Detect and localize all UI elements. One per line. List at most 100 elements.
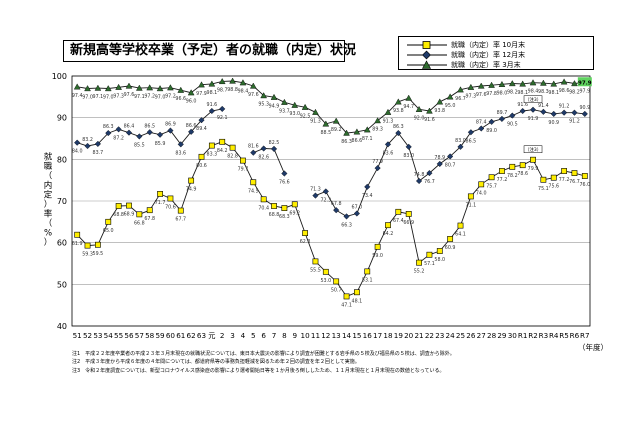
data-label: 67.8 [331,201,342,207]
data-point [301,103,309,110]
data-point [374,165,381,172]
data-point [332,117,340,124]
data-point [581,110,588,117]
data-point [157,191,163,197]
x-tick-label: 51 [73,331,82,340]
data-point [208,80,216,87]
data-label: 83.0 [455,138,466,144]
data-label: 80.7 [445,162,456,168]
data-point [457,222,464,229]
data-point [177,207,184,214]
data-point [405,94,413,101]
data-label: 70.4 [258,205,269,211]
x-tick-label: 9 [292,331,297,340]
x-tick-label: R7 [580,331,590,340]
data-label: 77.2 [497,177,508,183]
footnotes: 注1 平成２２年度卒業者の平成２３年３月末現在の就職状況については、東日本大震災… [72,350,632,375]
data-label: 73.4 [362,193,373,199]
data-point [260,145,267,152]
data-point [550,110,557,117]
legend-label-october: 就職（内定）率 10月末 [451,41,526,49]
data-point [436,98,444,105]
data-label: 97.3 [113,93,124,99]
data-point [208,142,215,149]
data-label: 67.8 [144,216,155,222]
data-point [167,127,174,134]
data-label: 86.3 [341,139,352,145]
data-point [353,128,361,135]
data-label: 91.6 [424,117,435,123]
data-label: 84.0 [72,149,83,155]
note-box [523,145,543,153]
data-label: 93.0 [289,111,300,117]
data-label: 68.8 [113,212,124,218]
data-point [146,129,153,136]
data-point [550,174,557,181]
data-point [436,160,443,167]
data-label: 77.2 [559,177,570,183]
data-point [94,84,102,91]
data-point [115,203,122,209]
data-label: 98.0 [497,90,508,96]
x-tick-label: 24 [446,331,456,340]
data-point [260,92,267,99]
x-tick-label: R1 [518,331,528,340]
data-label: 83.3 [207,152,218,158]
data-point [198,153,205,160]
data-point [374,117,381,124]
data-label: 83.2 [82,137,93,143]
data-point [353,210,360,217]
data-point [363,126,371,133]
x-tick-label: 25 [456,331,465,340]
data-label: 58.0 [434,257,445,263]
data-label: 93.8 [393,108,404,114]
data-point [415,177,423,185]
data-label: 97.3 [466,93,477,99]
data-point [457,143,464,150]
data-label: 98.1 [207,90,218,96]
data-point [405,211,412,217]
data-label: 91.9 [528,116,539,122]
data-label: 92.5 [300,113,311,119]
data-label: 97.0 [155,95,166,101]
data-point [530,156,536,163]
data-point [560,78,568,85]
data-point [198,117,205,124]
data-point [126,202,132,209]
data-point [395,130,402,137]
data-point [250,179,257,186]
data-point [281,98,288,105]
data-label: 98.3 [538,89,549,95]
data-point [260,196,267,203]
data-point [249,82,257,89]
x-tick-label: 12 [321,331,330,340]
x-tick-label: 62 [187,331,196,340]
data-point [571,170,578,176]
data-label: 94.9 [269,103,280,109]
x-tick-label: 5 [251,331,256,340]
data-label: 98.8 [227,87,238,93]
data-point [395,98,402,105]
data-label: 60.9 [445,245,456,251]
x-tick-label: 8 [282,331,287,340]
footnote-1: 注1 平成２２年度卒業者の平成２３年３月末現在の就職状況については、東日本大震災… [72,351,455,357]
data-point [426,107,433,114]
data-point [571,109,578,116]
series-lines [73,77,589,300]
note-box [523,95,543,103]
x-tick-label: R2 [528,331,538,340]
data-label: 86.3 [393,124,404,130]
data-label: 83.7 [93,150,104,156]
data-label: 92.0 [414,115,425,121]
data-point [415,105,423,112]
x-tick-label: 16 [363,331,373,340]
data-point [436,248,443,254]
series-line-1 [253,148,285,174]
data-point [343,129,350,136]
data-labels: 61.959.3 59.565.068.8 68.966.867.871.770.6… [72,77,592,308]
data-point [208,107,215,115]
x-tick-label: 60 [166,331,176,340]
data-point [364,183,371,190]
data-point [509,112,516,119]
data-label: 98.1 [548,90,559,96]
